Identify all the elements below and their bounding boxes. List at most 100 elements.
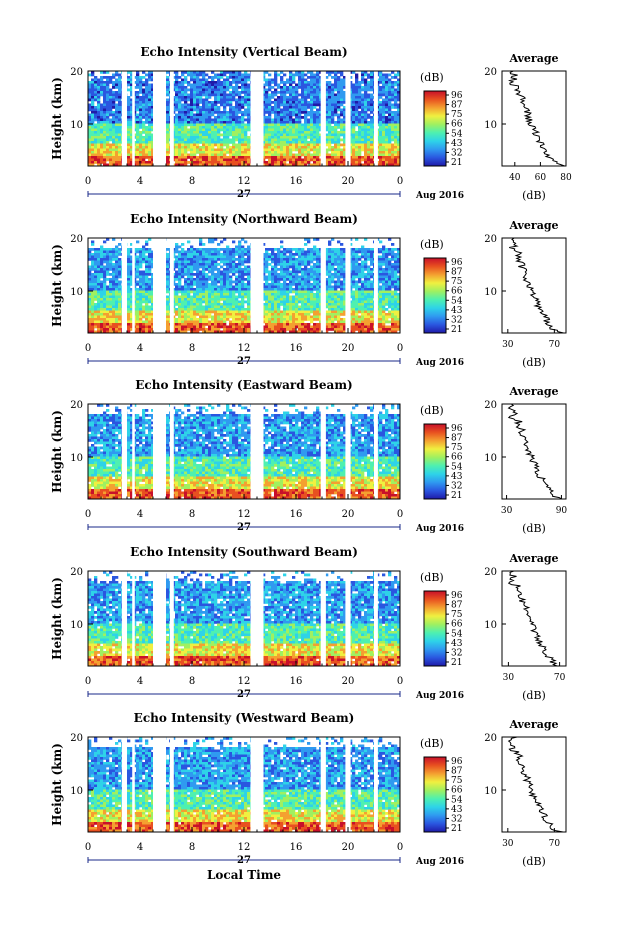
heatmap-cell: [235, 103, 239, 107]
heatmap-cell: [244, 98, 248, 102]
heatmap-cell: [223, 131, 227, 134]
heatmap-cell: [286, 98, 290, 102]
heatmap-cell: [217, 148, 221, 152]
heatmap-cell: [115, 103, 119, 107]
heatmap-cell: [220, 270, 224, 274]
heatmap-cell: [394, 270, 398, 274]
heatmap-cell: [337, 161, 341, 164]
heatmap-cell: [355, 88, 359, 92]
heatmap-cell: [313, 275, 317, 279]
heatmap-cell: [379, 163, 383, 167]
colorbar-tick-label: 75: [451, 110, 463, 120]
heatmap-cell: [130, 270, 134, 274]
heatmap-cell: [220, 126, 224, 129]
heatmap-cell: [310, 143, 314, 147]
heatmap-cell: [358, 103, 362, 107]
heatmap-cell: [118, 161, 122, 164]
heatmap-cell: [100, 250, 104, 254]
heatmap-cell: [268, 103, 272, 107]
heatmap-cell: [310, 248, 314, 251]
heatmap-cell: [199, 275, 203, 279]
heatmap-cell: [301, 151, 305, 154]
heatmap-cell: [388, 141, 392, 144]
heatmap-cell: [265, 128, 269, 132]
heatmap-cell: [142, 273, 146, 276]
heatmap-cell: [334, 98, 338, 102]
heatmap-cell: [175, 141, 179, 144]
heatmap-cell: [367, 108, 371, 112]
heatmap-cell: [232, 123, 236, 127]
heatmap-cell: [178, 253, 182, 256]
heatmap-cell: [106, 121, 110, 124]
heatmap-cell: [388, 91, 392, 94]
heatmap-cell: [139, 156, 143, 159]
heatmap-cell: [211, 153, 215, 157]
heatmap-cell: [220, 161, 224, 164]
heatmap-cell: [304, 126, 308, 129]
avg-x-tick-label: 40: [509, 173, 521, 183]
heatmap-cell: [286, 116, 290, 119]
heatmap-cell: [112, 106, 116, 109]
heatmap-cell: [319, 86, 323, 89]
heatmap-cell: [358, 131, 362, 134]
heatmap-cell: [202, 163, 206, 167]
heatmap-cell: [319, 260, 323, 264]
heatmap-cell: [304, 151, 308, 154]
heatmap-cell: [301, 126, 305, 129]
heatmap-cell: [130, 278, 134, 281]
heatmap-cell: [223, 136, 227, 139]
heatmap-cell: [328, 121, 332, 124]
heatmap-cell: [199, 83, 203, 87]
heatmap-cell: [199, 243, 203, 246]
heatmap-cell: [379, 270, 383, 274]
heatmap-cell: [394, 158, 398, 162]
heatmap-cell: [91, 275, 95, 279]
heatmap-cell: [394, 73, 398, 77]
heatmap-cell: [382, 108, 386, 112]
heatmap-cell: [310, 106, 314, 109]
heatmap-cell: [211, 268, 215, 271]
heatmap-cell: [385, 116, 389, 119]
heatmap-cell: [295, 153, 299, 157]
heatmap-cell: [316, 121, 320, 124]
heatmap-cell: [217, 248, 221, 251]
heatmap-cell: [388, 161, 392, 164]
heatmap-cell: [235, 136, 239, 139]
heatmap-cell: [334, 88, 338, 92]
heatmap-cell: [115, 275, 119, 279]
heatmap-cell: [295, 248, 299, 251]
heatmap-cell: [118, 76, 122, 79]
heatmap-cell: [193, 86, 197, 89]
heatmap-cell: [310, 131, 314, 134]
heatmap-cell: [337, 148, 341, 152]
colorbar-tick-label: 87: [451, 101, 463, 111]
heatmap-cell: [115, 263, 119, 266]
heatmap-cell: [244, 248, 248, 251]
heatmap-cell: [193, 81, 197, 84]
heatmap-cell: [352, 153, 356, 157]
heatmap-cell: [385, 141, 389, 144]
heatmap-cell: [307, 273, 311, 276]
heatmap-cell: [115, 151, 119, 154]
heatmap-cell: [328, 88, 332, 92]
heatmap-cell: [100, 91, 104, 94]
heatmap-cell: [385, 248, 389, 251]
heatmap-cell: [148, 250, 152, 254]
heatmap-cell: [319, 121, 323, 124]
heatmap-cell: [220, 118, 224, 122]
heatmap-cell: [349, 133, 353, 137]
heatmap-cell: [382, 156, 386, 159]
heatmap-cell: [139, 83, 143, 87]
heatmap-cell: [307, 106, 311, 109]
heatmap-cell: [370, 71, 374, 74]
heatmap-cell: [151, 146, 155, 149]
heatmap-cell: [271, 153, 275, 157]
heatmap-cell: [106, 138, 110, 142]
heatmap-cell: [199, 136, 203, 139]
heatmap-cell: [358, 126, 362, 129]
heatmap-cell: [211, 263, 215, 266]
heatmap-cell: [274, 71, 278, 74]
heatmap-cell: [181, 116, 185, 119]
heatmap-cell: [370, 76, 374, 79]
heatmap-cell: [235, 106, 239, 109]
